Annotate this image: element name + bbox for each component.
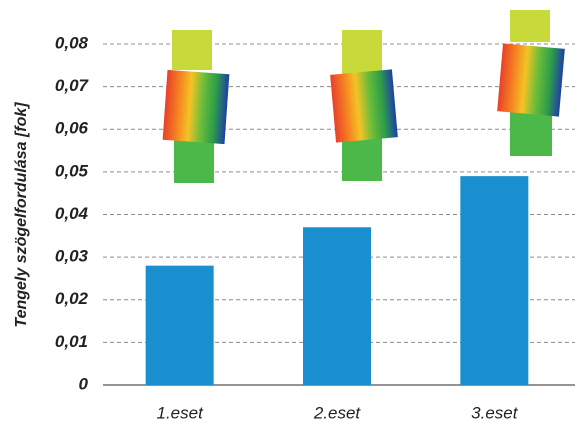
x-tick-label: 2.eset xyxy=(313,403,362,422)
y-tick-label: 0,08 xyxy=(55,33,89,52)
bar xyxy=(146,266,214,385)
fea-image xyxy=(163,30,230,183)
x-tick-label: 1.eset xyxy=(157,403,205,422)
y-tick-label: 0,05 xyxy=(55,161,89,180)
y-tick-label: 0 xyxy=(79,374,89,393)
x-tick-label: 3.eset xyxy=(471,403,519,422)
y-tick-label: 0,06 xyxy=(55,119,89,138)
bar xyxy=(303,227,371,385)
y-axis-label: Tengely szögelfordulása [fok] xyxy=(13,102,30,328)
y-tick-label: 0,07 xyxy=(55,76,90,95)
y-tick-label: 0,02 xyxy=(55,289,89,308)
fea-image xyxy=(497,10,565,156)
y-tick-label: 0,03 xyxy=(55,247,89,266)
bar xyxy=(460,176,528,385)
y-tick-label: 0,04 xyxy=(55,204,89,223)
fea-image xyxy=(330,30,398,181)
y-tick-label: 0,01 xyxy=(55,332,88,351)
plot-area: 0 0,01 0,02 0,03 0,04 0,05 0,06 0,07 0,08 1.eset 2… xyxy=(55,33,575,422)
chart: Tengely szögelfordulása [fok] 00,010,020… xyxy=(0,0,578,432)
